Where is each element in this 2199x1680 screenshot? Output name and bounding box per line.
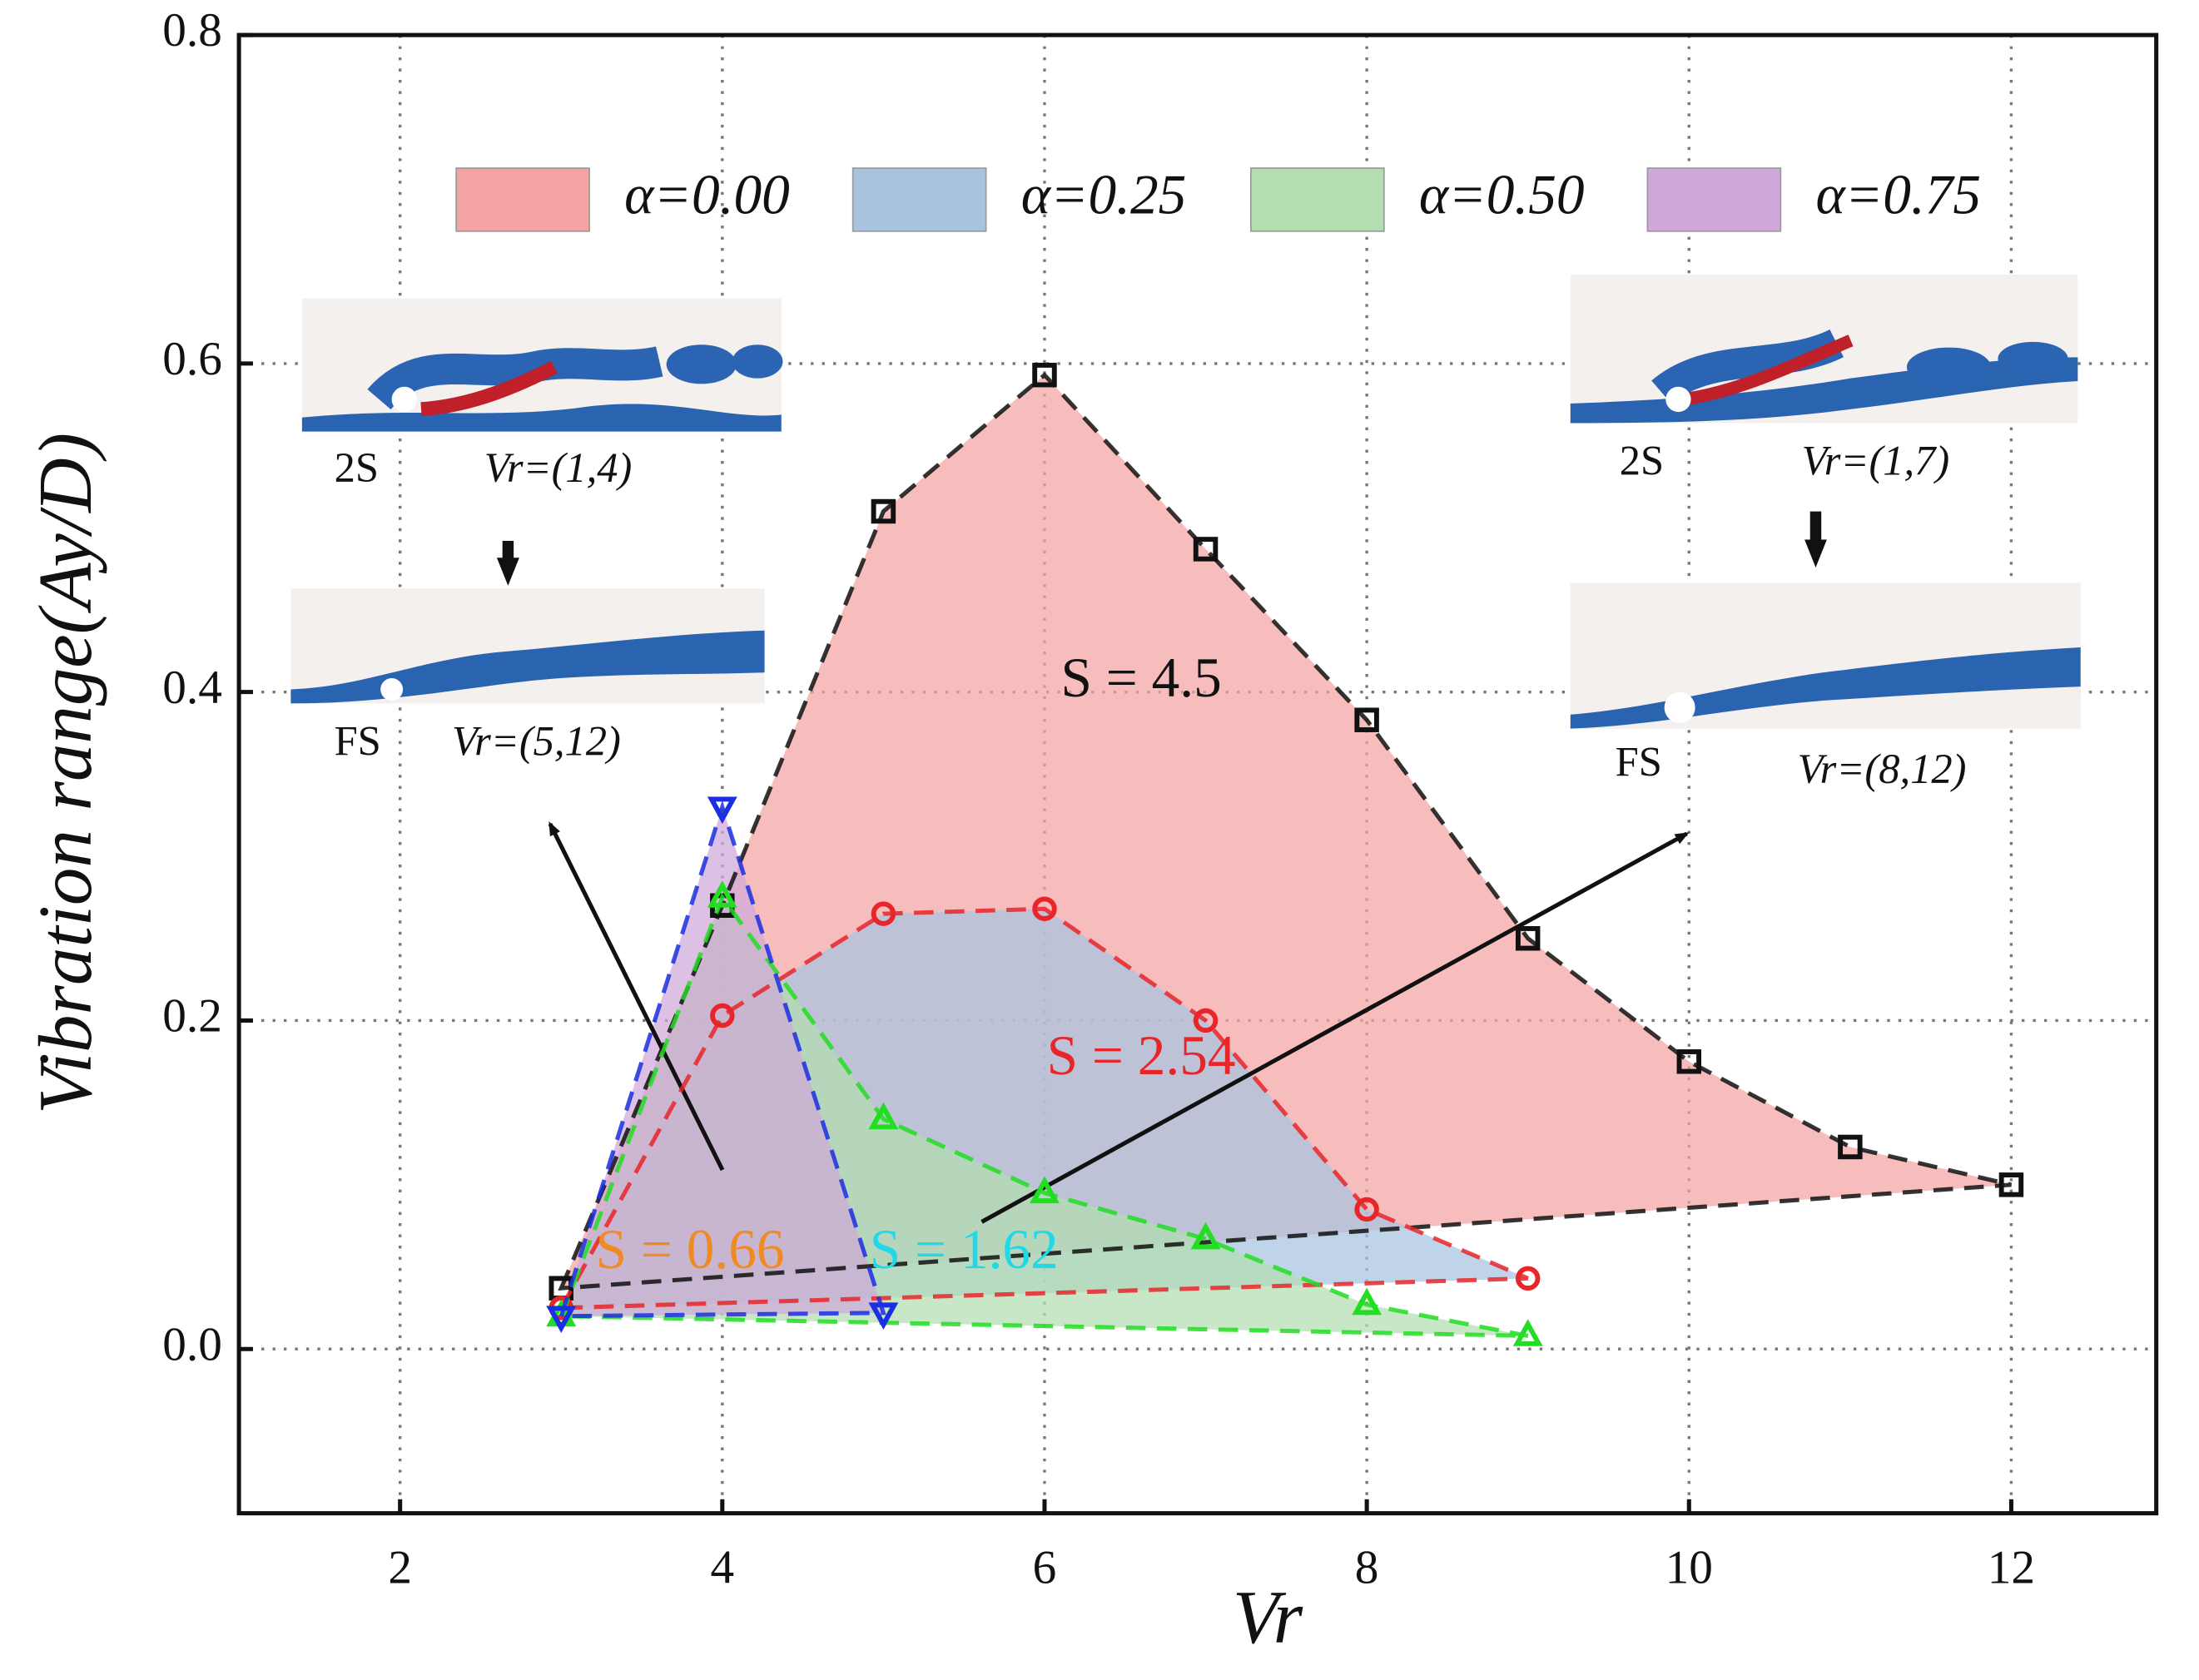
annotation: S = 1.62 [870, 1218, 1059, 1281]
inset-label: Vr=(1,4) [484, 444, 633, 491]
range-outline [558, 893, 1529, 1338]
y-tick-label: 0.0 [162, 1318, 222, 1370]
plot-frame [236, 32, 2159, 1516]
x-tick-label: 6 [1033, 1541, 1057, 1593]
marker [710, 1003, 735, 1028]
marker [1512, 1319, 1543, 1346]
marker [1190, 1222, 1221, 1250]
range-area [561, 806, 884, 1316]
marker [1838, 1134, 1863, 1160]
marker [1354, 1197, 1379, 1222]
inset-mode: FS [1616, 739, 1662, 785]
marker [1352, 1287, 1382, 1316]
inset-mode: FS [335, 717, 381, 764]
x-tick-label: 8 [1355, 1541, 1379, 1593]
foreground: 2 4 6 8 10 12 0.0 0.2 0.4 0.6 0.8 α=0.00 α=0.25 α=0.5… [162, 4, 2035, 1593]
marker [1193, 1008, 1219, 1033]
inset-label: Vr=(5,12) [452, 717, 621, 764]
legend-swatch [1646, 167, 1782, 232]
legend-label: α=0.75 [1815, 163, 1981, 225]
y-tick-label: 0.4 [162, 662, 222, 714]
inset-mode: 2S [1620, 438, 1664, 484]
marker [546, 1306, 577, 1334]
range-outline [557, 906, 1529, 1311]
inset-arrows [496, 511, 1827, 1224]
marker [868, 1302, 899, 1331]
areas [561, 374, 2012, 1336]
marker [707, 880, 737, 908]
legend-label: α=0.50 [1419, 163, 1585, 225]
inset-label: Vr=(1,7) [1802, 438, 1950, 484]
x-axis-label: Vr [1233, 1575, 1303, 1659]
marker [1030, 1176, 1060, 1204]
y-tick-label: 0.6 [162, 333, 222, 385]
marker [1515, 1266, 1541, 1291]
range-outline [558, 372, 2013, 1291]
insets: 2S Vr=(1,4) FS Vr=(5,12) 2S Vr=(1,7) FS … [290, 275, 2081, 1224]
marker [1676, 1049, 1702, 1074]
inset-mode: 2S [335, 444, 379, 491]
marker [1032, 362, 1057, 388]
x-tick-label: 4 [711, 1541, 735, 1593]
annotation: S = 4.5 [1060, 647, 1221, 709]
legend-swatch [455, 167, 590, 232]
annotation: S = 2.54 [1047, 1024, 1236, 1087]
y-tick-label: 0.8 [162, 4, 222, 57]
y-axis-label: Vibration range(Ay/D) [23, 433, 107, 1114]
x-tick-label: 12 [1988, 1541, 2035, 1593]
inset-flow [290, 275, 2081, 729]
marker [1354, 707, 1379, 732]
legend-label: α=0.00 [624, 163, 790, 225]
marker [1998, 1172, 2024, 1197]
marker [1515, 926, 1541, 951]
marker [1193, 537, 1219, 562]
x-tick-label: 10 [1665, 1541, 1713, 1593]
marker [868, 1102, 899, 1130]
legend-swatch [1250, 167, 1385, 232]
annotation: S = 0.66 [596, 1218, 785, 1281]
legend-swatch [851, 167, 987, 232]
y-tick-label: 0.2 [162, 990, 222, 1043]
legend-label: α=0.25 [1021, 163, 1187, 225]
x-tick-label: 2 [388, 1541, 412, 1593]
marker [1032, 896, 1057, 921]
marker [871, 901, 896, 926]
inset-label: Vr=(8,12) [1798, 746, 1967, 792]
marker [707, 796, 737, 825]
marker [871, 498, 896, 524]
